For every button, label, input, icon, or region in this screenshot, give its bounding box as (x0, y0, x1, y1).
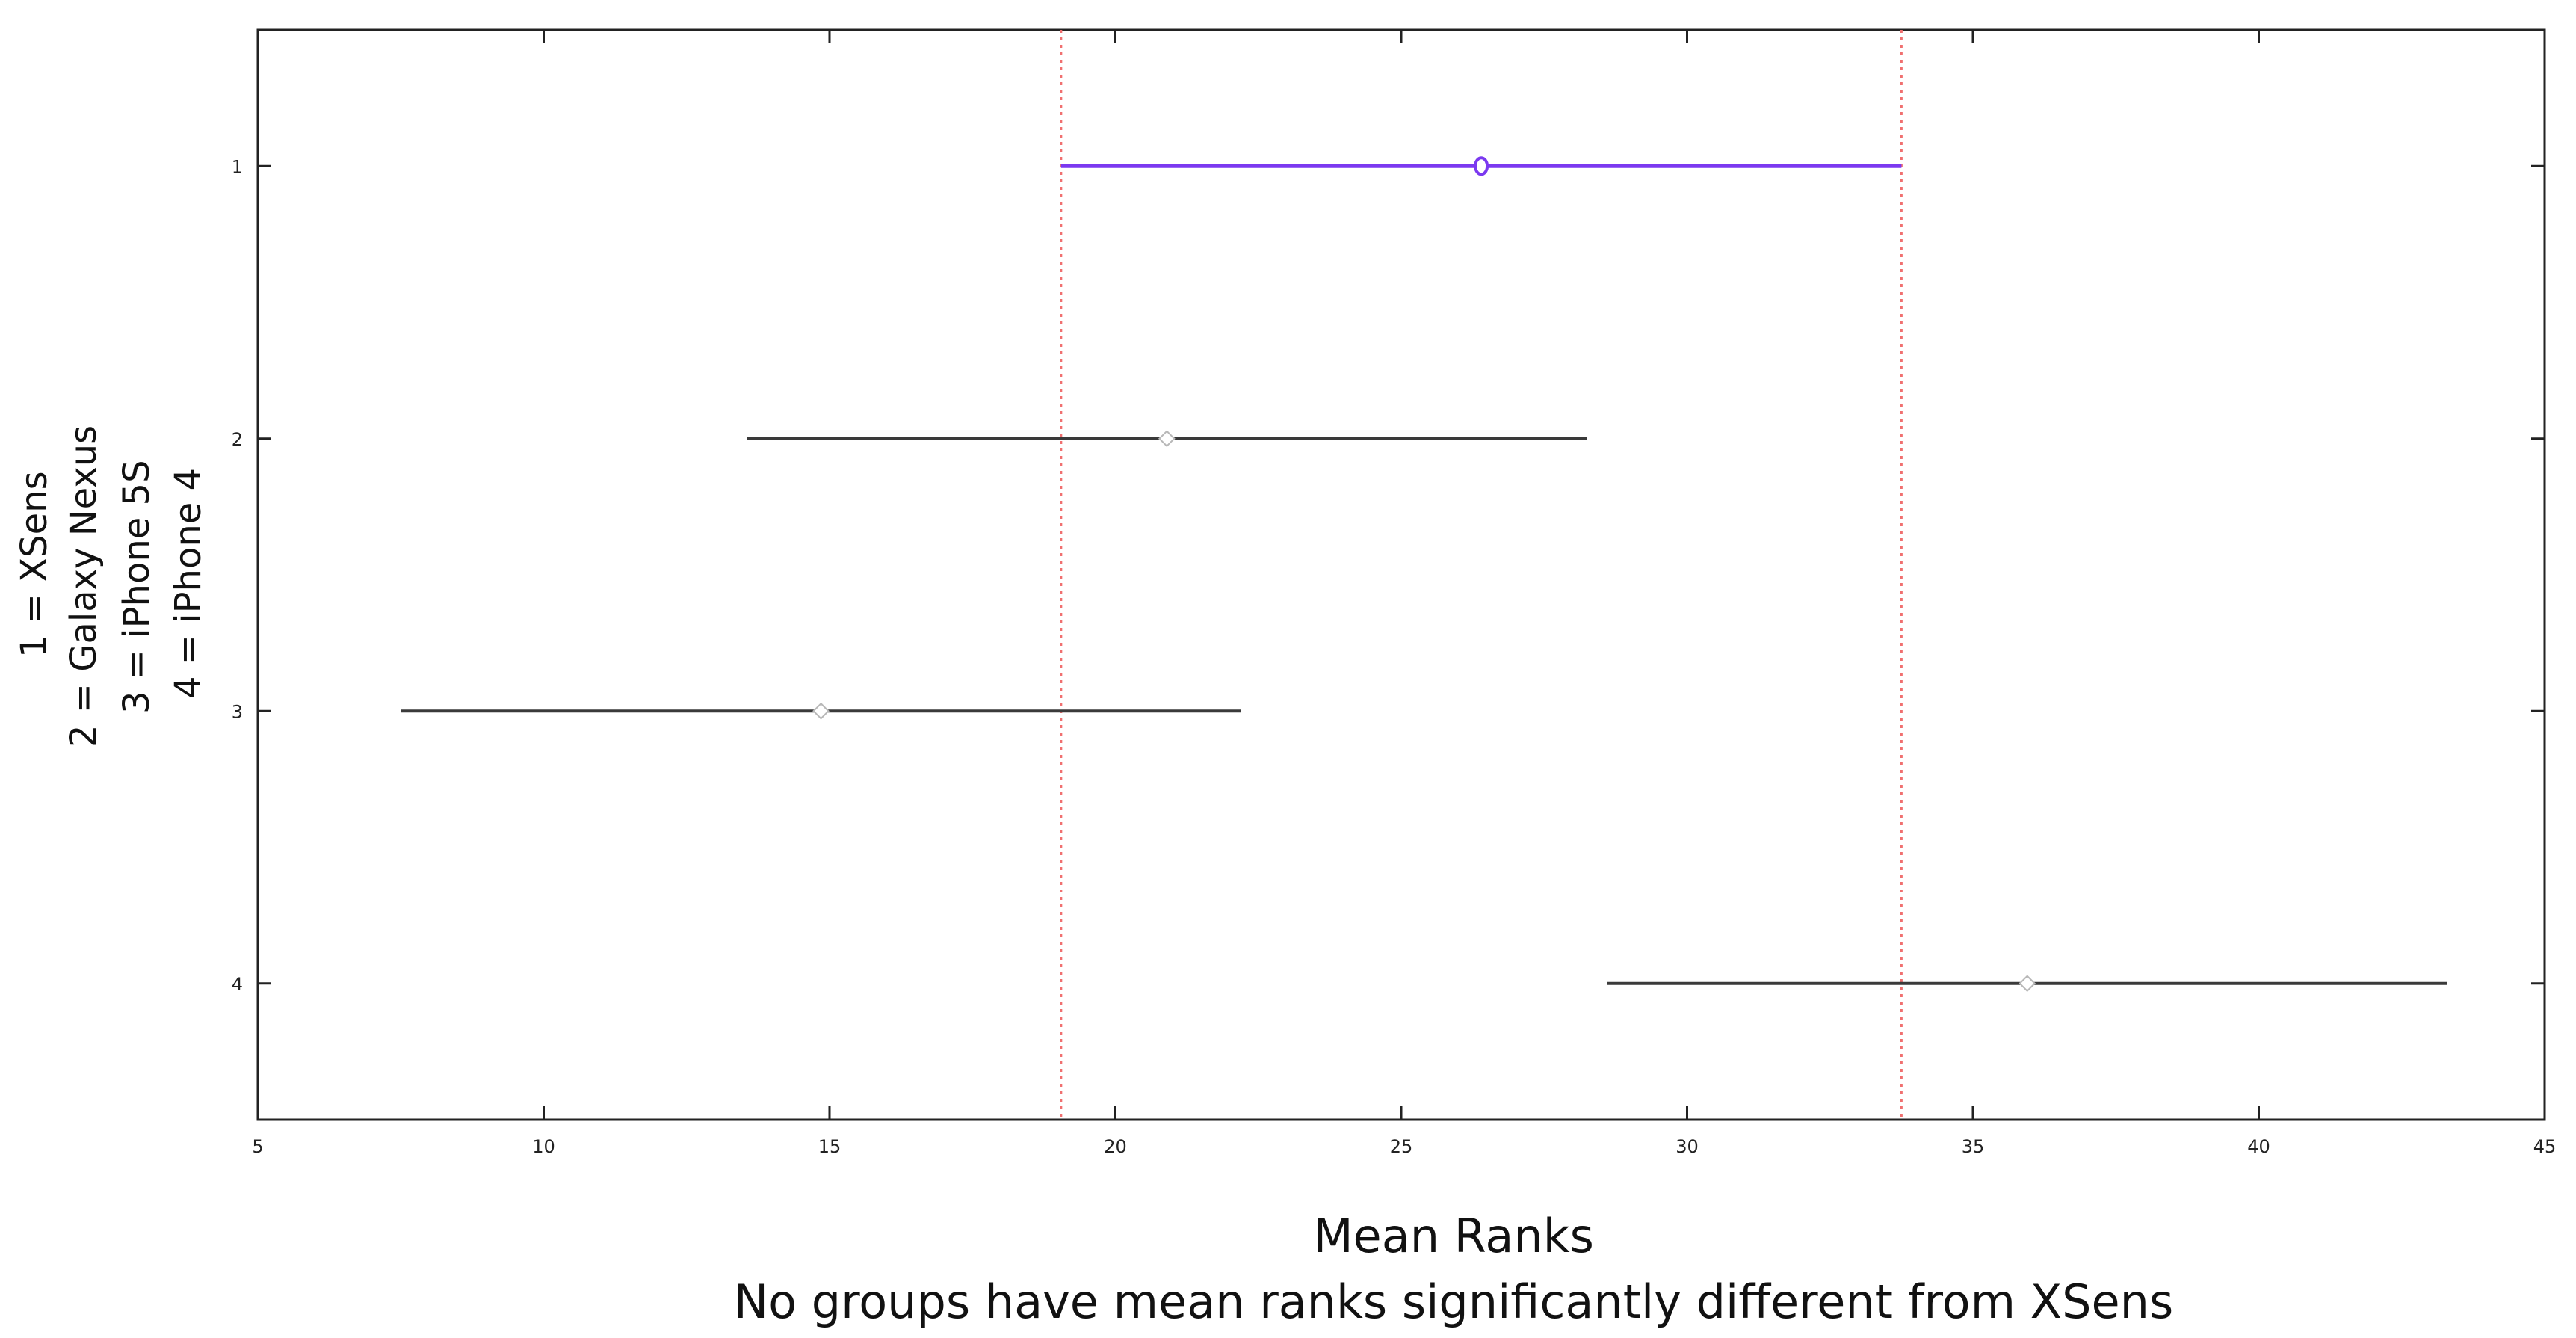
legend-line-4: 4 = iPhone 4 (167, 468, 209, 699)
chart-subtitle: No groups have mean ranks significantly … (734, 1274, 2174, 1329)
x-tick-label: 30 (1675, 1136, 1699, 1157)
legend-line-1: 1 = XSens (13, 471, 55, 658)
group-legend: 1 = XSens 2 = Galaxy Nexus 3 = iPhone 5S… (13, 425, 209, 747)
x-axis-label: Mean Ranks (1313, 1209, 1594, 1263)
x-tick-label: 10 (532, 1136, 555, 1157)
plot-area: 5 10 15 20 25 30 35 40 45 1 2 3 4 (232, 28, 2557, 1157)
y-tick-label: 2 (232, 429, 243, 450)
legend-line-3: 3 = iPhone 5S (116, 460, 158, 714)
x-tick-label: 20 (1104, 1136, 1127, 1157)
y-tick-label: 4 (232, 974, 243, 995)
mean-marker-group-2 (1158, 430, 1176, 448)
x-tick-label: 45 (2533, 1136, 2557, 1157)
legend-line-2: 2 = Galaxy Nexus (63, 425, 105, 747)
x-tick-label: 35 (1962, 1136, 1985, 1157)
mean-marker-group-1 (1474, 156, 1489, 176)
x-tick-label: 15 (818, 1136, 841, 1157)
x-tick-label: 25 (1390, 1136, 1413, 1157)
x-tick-label: 5 (252, 1136, 263, 1157)
y-tick-label: 3 (232, 701, 243, 722)
x-tick-label: 40 (2247, 1136, 2270, 1157)
plot-frame (256, 28, 2546, 1121)
mean-marker-group-3 (812, 702, 830, 720)
mean-marker-group-4 (2019, 975, 2036, 993)
y-tick-label: 1 (232, 156, 243, 177)
